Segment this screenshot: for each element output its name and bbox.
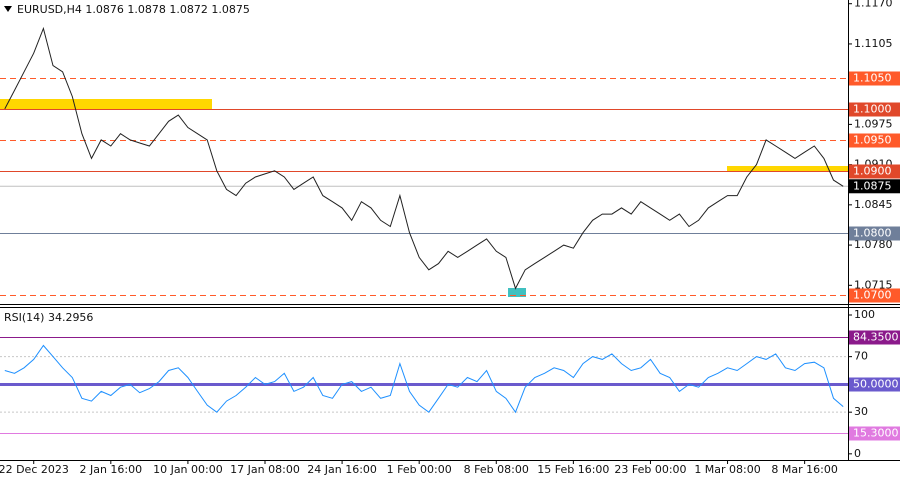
y-tick-label: 1.0975 [854, 117, 893, 130]
y-tick-label: 1.1105 [854, 37, 893, 50]
x-tick-label: 8 Mar 16:00 [771, 463, 837, 476]
level-label: 1.0800 [853, 227, 892, 240]
x-tick-label: 22 Dec 2023 [0, 463, 69, 476]
y-tick-label: 1.0715 [854, 278, 893, 291]
x-tick-label: 1 Feb 00:00 [387, 463, 452, 476]
level-label: 1.0950 [853, 134, 892, 147]
price-line [4, 344, 844, 414]
level-label-box [849, 377, 900, 392]
level-label: 1.1000 [853, 103, 892, 116]
level-label-box [849, 102, 900, 117]
level-label-box [849, 330, 900, 345]
x-tick-label: 10 Jan 00:00 [153, 463, 223, 476]
y-tick-label: 1.1170 [854, 0, 893, 10]
price-line [4, 26, 844, 290]
level-label-box [849, 164, 900, 179]
zone [508, 288, 526, 297]
level-label: 1.0900 [853, 165, 892, 178]
level-label: 1.1050 [853, 72, 892, 85]
zone [727, 166, 848, 172]
y-tick-label: 100 [854, 308, 875, 321]
level-label-box [849, 226, 900, 241]
rsi-title: RSI(14) 34.2956 [4, 311, 93, 324]
level-label: 1.0700 [853, 289, 892, 302]
x-tick-label: 1 Mar 08:00 [694, 463, 760, 476]
x-tick-label: 23 Feb 00:00 [614, 463, 686, 476]
x-tick-label: 8 Feb 08:00 [464, 463, 529, 476]
x-tick-label: 15 Feb 16:00 [537, 463, 609, 476]
level-label: 50.0000 [853, 378, 899, 391]
menu-triangle[interactable] [4, 6, 12, 12]
x-tick-label: 2 Jan 16:00 [79, 463, 142, 476]
y-tick-label: 30 [854, 405, 868, 418]
x-tick-label: 17 Jan 08:00 [230, 463, 300, 476]
last-price-box [849, 179, 900, 194]
y-tick-label: 70 [854, 350, 868, 363]
y-tick-label: 1.0845 [854, 198, 893, 211]
level-label: 15.3000 [853, 427, 899, 440]
x-tick-label: 24 Jan 16:00 [307, 463, 377, 476]
level-label-box [849, 288, 900, 303]
level-label-box [849, 71, 900, 86]
last-price-label: 1.0875 [853, 179, 892, 192]
y-tick-label: 1.0780 [854, 238, 893, 251]
level-label-box [849, 426, 900, 441]
zone [0, 99, 212, 109]
level-label-box [849, 133, 900, 148]
level-label: 84.3500 [853, 331, 899, 344]
chart-title: EURUSD,H4 1.0876 1.0878 1.0872 1.0875 [17, 3, 250, 16]
y-tick-label: 0 [854, 447, 861, 460]
